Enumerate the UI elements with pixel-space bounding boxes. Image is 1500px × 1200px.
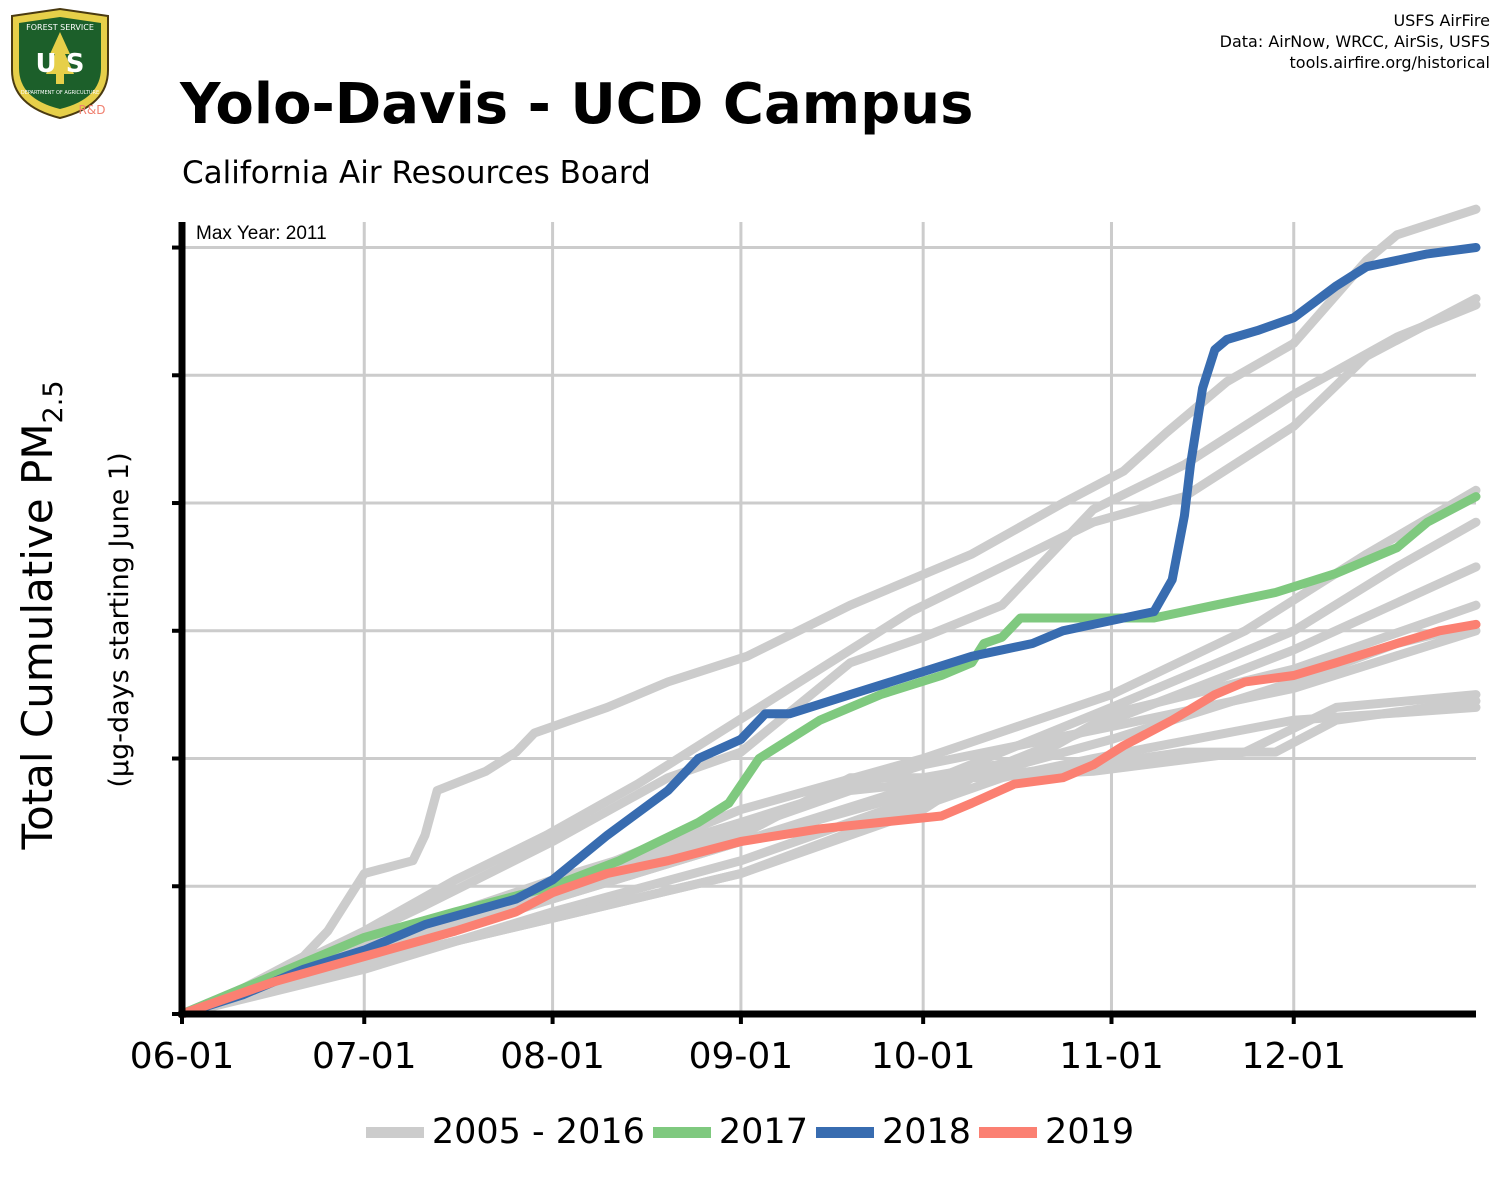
history-series-line [177,300,1481,1019]
logo-bottom-text: DEPARTMENT OF AGRICULTURE [21,90,99,96]
credit-line: Data: AirNow, WRCC, AirSis, USFS [1219,32,1490,51]
legend-label: 2019 [1045,1112,1135,1152]
legend-swatch [365,1126,424,1138]
x-tick-label: 10-01 [871,1036,976,1077]
y-axis-title: Total Cumulative PM2.5 [13,380,69,850]
legend: 2005 - 2016 2017 2018 2019 [0,1112,1500,1152]
logo-tag: R&D [79,103,106,117]
legend-swatch [815,1126,874,1138]
legend-item: 2019 [979,1112,1134,1152]
series-line-2018 [177,243,1481,1019]
logo-letters: U S [36,49,85,79]
series-line-2019 [177,619,1481,1019]
usfs-logo: FOREST SERVICE U S DEPARTMENT OF AGRICUL… [11,8,109,120]
legend-swatch [979,1126,1038,1138]
y-axis-subtitle: (µg-days starting June 1) [104,452,135,787]
x-tick-label: 07-01 [312,1036,417,1077]
y-axis-label: Total Cumulative PM [13,423,62,850]
page-subtitle: California Air Resources Board [182,155,651,191]
legend-label: 2017 [718,1112,808,1152]
history-series-group [177,204,1481,1019]
page-title: Yolo-Davis - UCD Campus [180,72,974,137]
legend-item: 2017 [652,1112,808,1152]
tree-icon [46,32,74,84]
x-tick-label: 09-01 [689,1036,794,1077]
highlight-series-group [177,243,1481,1019]
x-tick-label: 12-01 [1241,1036,1346,1077]
legend-swatch [652,1126,711,1138]
x-tick-labels: 06-01 07-01 08-01 09-01 10-01 11-01 12-01 [130,1036,1346,1077]
legend-label: 2018 [881,1112,972,1152]
credit-line: USFS AirFire [1393,11,1490,30]
svg-text:Total Cumulative PM2.5: Total Cumulative PM2.5 [13,380,69,850]
logo-top-text: FOREST SERVICE [26,23,94,32]
legend-item: 2005 - 2016 [365,1112,645,1152]
series-line-2017 [177,492,1481,1019]
x-tick-label: 06-01 [130,1036,235,1077]
legend-label: 2005 - 2016 [431,1112,645,1152]
axes [172,222,1476,1024]
y-axis-label-subscript: 2.5 [38,380,69,423]
legend-item: 2018 [815,1112,972,1152]
max-year-annotation: Max Year: 2011 [196,223,327,244]
x-tick-label: 11-01 [1059,1036,1164,1077]
history-series-line [177,294,1481,1019]
history-series-line [177,702,1481,1019]
grid [182,222,1476,1014]
credit-line: tools.airfire.org/historical [1289,53,1490,72]
history-series-line [177,204,1481,1019]
x-tick-label: 08-01 [500,1036,605,1077]
credits: USFS AirFire Data: AirNow, WRCC, AirSis,… [1220,10,1490,73]
